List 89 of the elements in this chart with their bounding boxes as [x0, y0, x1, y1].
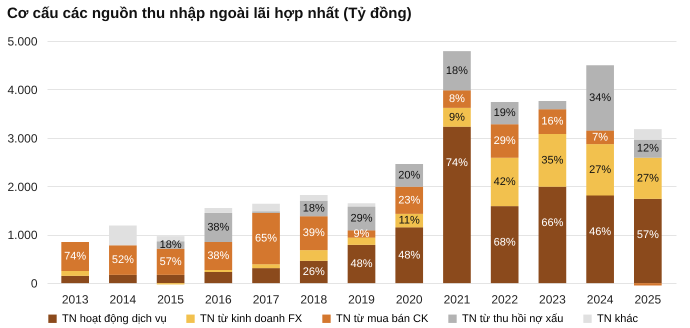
bar [490, 158, 519, 206]
annotation: 26% [302, 266, 325, 278]
bar [586, 65, 614, 131]
bar [300, 250, 328, 261]
bar [586, 144, 614, 196]
annotation: 57% [160, 256, 182, 268]
annotation: 35% [541, 154, 564, 166]
x-tick-label: 2024 [586, 292, 614, 306]
annotation: 42% [494, 176, 516, 188]
x-tick-label: 2016 [204, 292, 232, 306]
bar [538, 101, 566, 110]
x-tick-label: 2021 [444, 292, 471, 306]
bar [634, 158, 662, 199]
annotation: 18% [302, 202, 325, 215]
bar [204, 208, 232, 213]
x-tick-label: 2017 [252, 292, 280, 306]
legend-label: TN hoạt động dịch vụ [62, 312, 167, 325]
annotation: 8% [448, 93, 466, 106]
x-tick-label: 2013 [62, 292, 89, 306]
annotation: 23% [398, 194, 420, 206]
x-tick-label: 2023 [539, 292, 566, 306]
bar [348, 203, 376, 207]
bar [61, 270, 89, 276]
y-tick-label: 3.000 [7, 131, 38, 146]
bar [348, 244, 376, 284]
y-tick-label: 0 [30, 276, 38, 291]
annotation: 66% [541, 217, 564, 230]
annotation: 11% [398, 214, 420, 227]
legend-label: TN từ thu hồi nợ xấu [462, 312, 564, 325]
bar [634, 283, 662, 286]
annotation: 65% [255, 232, 278, 245]
annotation: 9% [448, 111, 466, 124]
annotation: 38% [207, 221, 230, 234]
bar [538, 134, 566, 187]
annotation: 18% [160, 239, 182, 252]
y-tick-label: 4.000 [7, 82, 38, 97]
bar [252, 212, 280, 264]
annotation: 19% [494, 107, 516, 120]
bar [252, 268, 280, 284]
x-tick-label: 2025 [634, 292, 662, 306]
bar [490, 206, 519, 284]
chart-title: Cơ cấu các nguồn thu nhập ngoài lãi hợp nhất (Tỷ đồng) [6, 5, 412, 22]
legend-label: TN từ mua bán CK [336, 312, 430, 325]
annotation: 12% [636, 142, 660, 155]
x-tick-label: 2014 [110, 292, 137, 306]
bar [109, 274, 137, 284]
x-tick-label: 2015 [157, 292, 184, 306]
x-tick-label: 2019 [348, 292, 376, 306]
annotation: 7% [592, 131, 608, 144]
x-tick-label: 2022 [491, 292, 518, 306]
annotation: 18% [446, 64, 468, 77]
annotation: 34% [589, 92, 612, 104]
annotation: 39% [302, 227, 325, 240]
bar [443, 51, 471, 90]
x-tick-label: 2020 [396, 292, 423, 306]
annotation: 48% [398, 249, 420, 262]
bar [538, 186, 566, 284]
x-tick-label: 2018 [300, 292, 328, 306]
annotation: 52% [112, 254, 134, 266]
annotation: 48% [350, 258, 373, 270]
bar [395, 227, 424, 284]
annotation: 38% [207, 250, 230, 262]
annotation: 74% [446, 157, 468, 170]
annotation: 57% [636, 229, 660, 242]
bar [252, 264, 280, 268]
bar [300, 194, 328, 201]
annotation: 68% [494, 236, 516, 248]
legend-label: TN từ kinh doanh FX [200, 312, 303, 325]
annotation: 29% [350, 212, 373, 224]
annotation: 16% [541, 116, 564, 128]
annotation: 74% [64, 250, 86, 262]
annotation: 20% [398, 169, 420, 182]
annotation: 9% [354, 228, 370, 240]
legend-label: TN khác [597, 312, 638, 325]
bar [586, 195, 614, 284]
annotation: 29% [494, 134, 516, 147]
bar [348, 238, 376, 245]
annotation: 27% [636, 172, 660, 184]
bar [443, 126, 471, 284]
annotation: 46% [589, 226, 612, 238]
bar [156, 274, 184, 284]
y-tick-label: 2.000 [7, 180, 38, 194]
annotation: 27% [589, 164, 612, 176]
y-tick-label: 1.000 [7, 228, 38, 242]
y-tick-label: 5.000 [7, 34, 38, 48]
bar [204, 272, 232, 284]
bar [634, 198, 662, 284]
bar [61, 276, 89, 284]
bar [252, 204, 280, 212]
